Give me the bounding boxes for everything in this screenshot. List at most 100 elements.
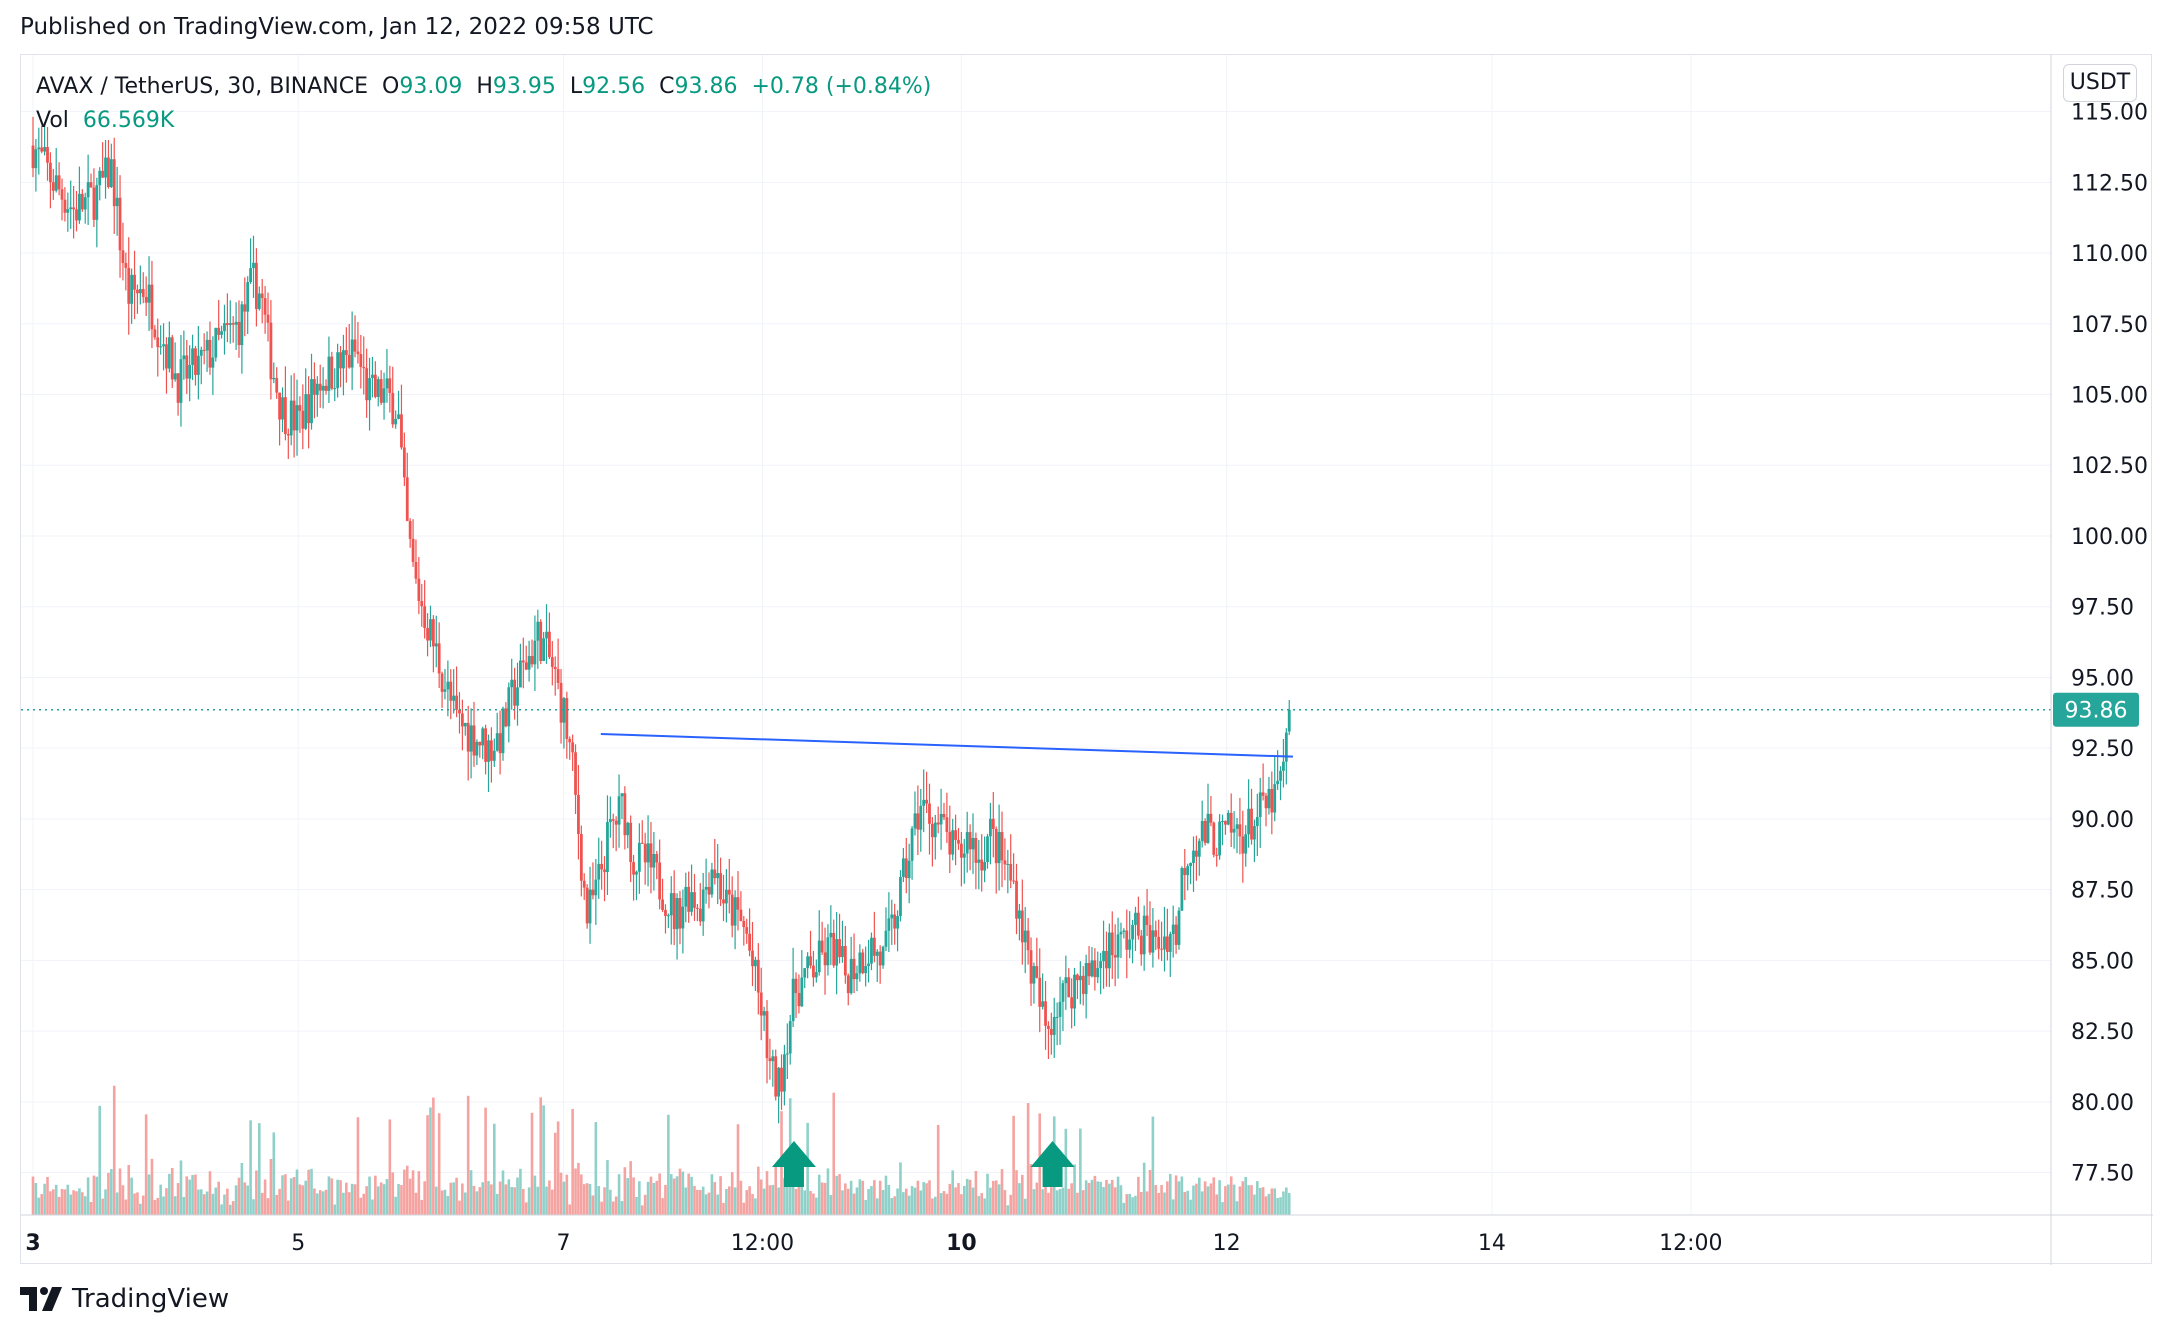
chart-frame[interactable]: 93.86 115.00 112.50 110.00 107.50 105.00 102.… bbox=[20, 54, 2153, 1265]
candle-body bbox=[591, 889, 595, 896]
volume-bar bbox=[902, 1192, 905, 1215]
legend-symbol[interactable]: AVAX / TetherUS, 30, BINANCE bbox=[36, 74, 369, 99]
volume-bar bbox=[730, 1172, 734, 1215]
volume-bar bbox=[896, 1188, 899, 1215]
candle-body bbox=[504, 708, 508, 727]
candle-body bbox=[516, 687, 519, 706]
volume-bar bbox=[669, 1174, 673, 1215]
volume-bar bbox=[751, 1193, 754, 1215]
candle-body bbox=[1276, 780, 1280, 785]
volume-bar bbox=[553, 1132, 557, 1215]
candle-body bbox=[553, 666, 557, 670]
volume-bar bbox=[524, 1202, 528, 1215]
volume-bar bbox=[942, 1191, 946, 1215]
candle-body bbox=[109, 159, 113, 188]
volume-bar bbox=[675, 1176, 679, 1215]
volume-bar bbox=[864, 1200, 867, 1215]
volume-bar bbox=[716, 1194, 719, 1215]
tradingview-brand[interactable]: TradingView bbox=[20, 1284, 229, 1314]
candle-body bbox=[858, 952, 862, 974]
volume-bar bbox=[632, 1177, 635, 1215]
candle-body bbox=[318, 383, 322, 391]
tradingview-logo-icon bbox=[20, 1287, 62, 1311]
candle-body bbox=[313, 379, 316, 395]
candle-body bbox=[611, 819, 615, 821]
candle-body bbox=[278, 392, 282, 420]
volume-bar bbox=[115, 1192, 119, 1215]
volume-bar bbox=[725, 1189, 728, 1215]
volume-bar bbox=[226, 1188, 229, 1215]
candle-body bbox=[1148, 925, 1152, 953]
candle-body bbox=[933, 822, 937, 838]
candle-body bbox=[643, 843, 647, 863]
volume-bar bbox=[374, 1175, 377, 1215]
candle-body bbox=[925, 799, 928, 804]
candle-body bbox=[901, 858, 905, 877]
candle-body bbox=[1218, 821, 1222, 856]
volume-bar bbox=[368, 1176, 371, 1215]
volume-bar bbox=[722, 1202, 725, 1215]
volume-bar bbox=[806, 1122, 809, 1215]
legend-ohlc-row: AVAX / TetherUS, 30, BINANCE O93.09 H93.95… bbox=[36, 70, 931, 104]
candle-body bbox=[1122, 930, 1126, 932]
candle-body bbox=[388, 378, 392, 393]
volume-bar bbox=[983, 1198, 986, 1215]
volume-bar bbox=[559, 1172, 563, 1215]
candle-body bbox=[1145, 915, 1149, 926]
volume-bar bbox=[707, 1192, 711, 1215]
candle-body bbox=[350, 339, 354, 368]
candle-body bbox=[594, 879, 598, 896]
candle-body bbox=[225, 323, 229, 326]
candle-body bbox=[107, 157, 110, 188]
volume-bar bbox=[347, 1192, 351, 1215]
volume-bar bbox=[1244, 1176, 1248, 1215]
volume-bar bbox=[1209, 1183, 1213, 1215]
volume-bar bbox=[1139, 1191, 1143, 1215]
candle-body bbox=[1154, 930, 1158, 937]
volume-bar bbox=[83, 1196, 87, 1215]
candle-body bbox=[130, 274, 134, 304]
candle-body bbox=[138, 289, 142, 294]
volume-bar bbox=[228, 1204, 232, 1215]
volume-bar bbox=[759, 1179, 763, 1215]
volume-bar bbox=[307, 1169, 310, 1215]
volume-bar bbox=[1006, 1205, 1010, 1215]
candle-body bbox=[928, 803, 931, 824]
candle-body bbox=[507, 687, 511, 727]
candle-body bbox=[768, 1058, 772, 1062]
volume-bar bbox=[211, 1193, 215, 1215]
candle-body bbox=[443, 689, 447, 692]
legend-volume-label[interactable]: Vol bbox=[36, 108, 69, 133]
volume-bar bbox=[362, 1193, 366, 1215]
candle-body bbox=[260, 293, 264, 299]
volume-bar bbox=[1067, 1188, 1071, 1215]
volume-bar bbox=[490, 1184, 493, 1215]
candle-body bbox=[292, 400, 296, 431]
candle-body bbox=[1215, 854, 1219, 856]
currency-button[interactable]: USDT bbox=[2063, 64, 2137, 102]
candle-body bbox=[1009, 863, 1013, 881]
candle-body bbox=[1070, 997, 1074, 1009]
volume-bar bbox=[1197, 1177, 1201, 1215]
candle-body bbox=[217, 327, 221, 335]
volume-bar bbox=[403, 1169, 406, 1215]
candle-body bbox=[986, 836, 989, 863]
candle-body bbox=[1119, 931, 1123, 935]
volume-bar bbox=[640, 1205, 644, 1215]
price-chart[interactable]: 93.86 115.00 112.50 110.00 107.50 105.00 102.… bbox=[21, 55, 2153, 1265]
x-axis-tick-label: 14 bbox=[1478, 1231, 1506, 1256]
volume-bar bbox=[104, 1189, 107, 1215]
volume-bar bbox=[1264, 1196, 1268, 1215]
volume-bar bbox=[713, 1182, 717, 1215]
candle-body bbox=[1279, 770, 1282, 781]
candle-body bbox=[342, 350, 345, 369]
volume-bar bbox=[1021, 1174, 1024, 1215]
candle-body bbox=[745, 927, 749, 934]
volume-bar bbox=[501, 1170, 505, 1215]
volume-bar bbox=[817, 1174, 821, 1215]
volume-bar bbox=[1044, 1181, 1047, 1215]
y-axis-tick-label: 115.00 bbox=[2071, 101, 2148, 126]
candle-body bbox=[466, 722, 470, 752]
candle-body bbox=[495, 733, 499, 751]
candle-body bbox=[759, 992, 763, 1016]
